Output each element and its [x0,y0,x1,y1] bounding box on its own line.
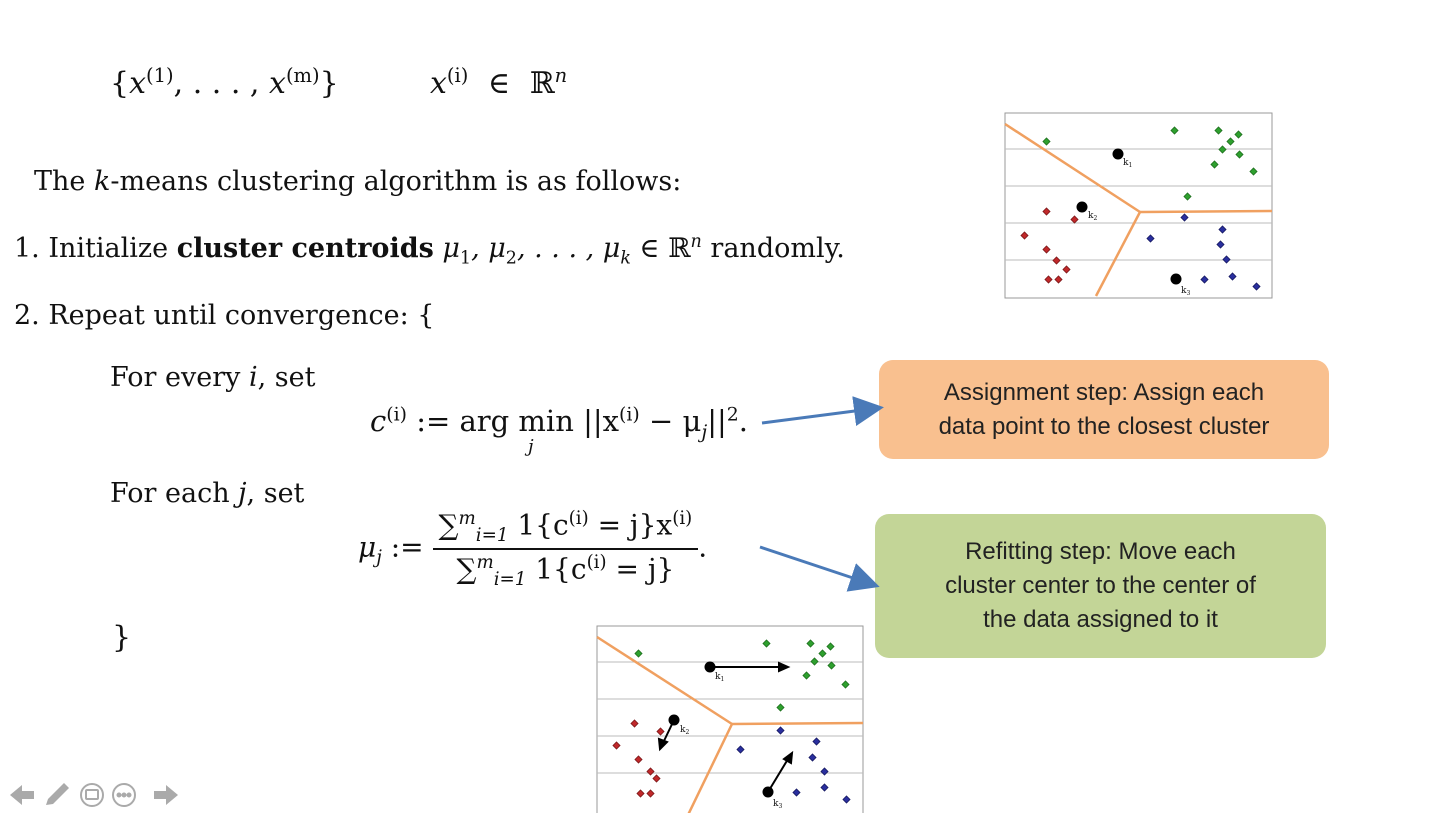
assignment-scatter-chart: k1 k2 k3 [1004,112,1273,299]
refit-callout-line2: cluster center to the center of [945,572,1256,599]
fraction-numerator: ∑mi=1 1{c(i) = j}x(i) [432,508,699,550]
step-1: 1. Initialize cluster centroids μ1, μ2, … [14,232,845,269]
assign-callout-line1: Assignment step: Assign each [943,378,1265,406]
for-every-i: For every i, set [110,362,316,393]
svg-text:k1: k1 [1123,158,1132,169]
svg-text:k3: k3 [1181,286,1190,297]
svg-text:k3: k3 [773,799,782,810]
argmin-subscript: j [528,436,534,457]
refit-fraction: ∑mi=1 1{c(i) = j}x(i) ∑mi=1 1{c(i) = j} [432,508,699,590]
intro-text: The k-means clustering algorithm is as f… [34,166,682,197]
step-2: 2. Repeat until convergence: { [14,300,435,331]
assignment-arrow [761,396,884,426]
presentation-nav [8,780,180,810]
assign-callout-line2: data point to the closest cluster [938,412,1270,440]
refit-callout-line3: the data assigned to it [983,606,1218,633]
fraction-denominator: ∑mi=1 1{c(i) = j} [456,551,675,590]
forward-arrow-icon[interactable] [154,785,178,805]
refitting-arrow [759,545,880,592]
refit-callout-line1: Refitting step: Move each [965,538,1236,565]
refit-equation: μj := ∑mi=1 1{c(i) = j}x(i) ∑mi=1 1{c(i)… [358,508,708,590]
refitting-scatter-chart: k1 k2 k3 [596,625,864,813]
back-arrow-icon[interactable] [10,785,34,805]
assignment-equation: c(i) := arg min ||x(i) − μj||2. [370,404,748,443]
assignment-step-callout: Assignment step: Assign each data point … [879,360,1329,459]
pen-icon[interactable] [46,783,69,805]
centroids [1076,148,1182,285]
for-each-j: For each j, set [110,478,305,509]
closing-brace: } [112,620,132,655]
dataset-set: {x(1), . . . , x(m)} [110,64,339,101]
svg-text:k2: k2 [680,725,689,736]
refitting-step-callout: Refitting step: Move each cluster center… [875,514,1326,658]
svg-text:k2: k2 [1088,211,1097,222]
more-icon[interactable] [112,783,136,807]
voronoi-boundary [1004,122,1273,297]
slides-icon[interactable] [80,783,104,807]
membership-expression: x(i) ∈ ℝn [430,64,568,101]
svg-text:k1: k1 [715,672,724,683]
